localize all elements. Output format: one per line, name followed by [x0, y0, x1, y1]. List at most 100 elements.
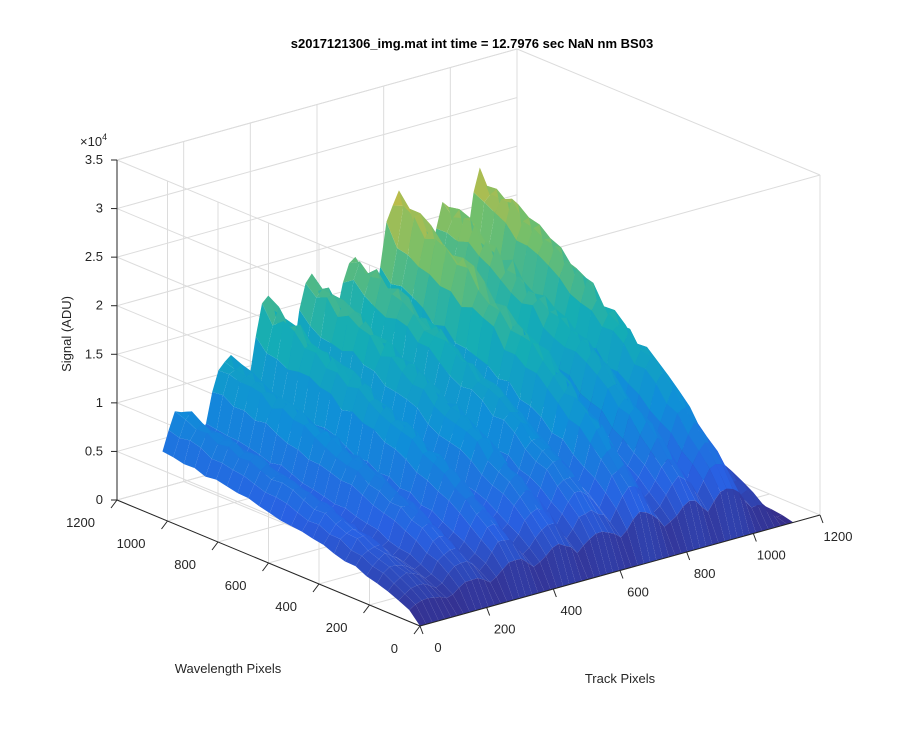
surface-patch — [357, 535, 375, 551]
surface-patch — [566, 529, 584, 554]
surface-patch — [259, 492, 276, 514]
surface-patch — [709, 464, 727, 492]
surface-patch — [420, 553, 438, 575]
surface-patch — [456, 548, 474, 565]
x-tick-mark — [419, 625, 424, 635]
surface-patch — [418, 574, 436, 588]
surface-patch — [720, 488, 738, 540]
surface-patch — [564, 545, 582, 583]
surface-patch — [426, 541, 444, 561]
grid-line — [116, 159, 421, 287]
surface-patch — [575, 339, 593, 363]
surface-patch — [672, 475, 690, 507]
surface-patch — [190, 429, 208, 448]
z-tick-label: 2.5 — [85, 249, 103, 264]
surface-patch — [618, 464, 635, 487]
surface-patch — [319, 447, 337, 473]
surface-patch — [497, 419, 515, 455]
surface-patch — [356, 423, 374, 462]
surface-patch — [493, 398, 511, 420]
z-tick-label: 0.5 — [85, 443, 103, 458]
z-tick-label: 3.5 — [85, 152, 103, 167]
surface-patch — [428, 523, 446, 537]
surface-patch — [667, 458, 685, 480]
surface-patch — [405, 519, 423, 541]
grid-line — [116, 48, 518, 161]
surface-patch — [415, 600, 433, 625]
surface-patch — [255, 303, 273, 354]
surface-patch — [382, 540, 400, 556]
surface-patch — [586, 494, 604, 516]
surface-patch — [313, 464, 331, 497]
surface-patch — [282, 478, 300, 491]
surface-patch — [509, 475, 527, 497]
surface-patch — [390, 492, 408, 507]
surface-patch — [403, 554, 421, 570]
surface-patch — [518, 520, 536, 548]
surface-patch — [456, 354, 474, 365]
surface-patch — [558, 393, 576, 420]
surface-patch — [340, 533, 358, 551]
surface-patch — [644, 451, 662, 481]
surface-patch — [472, 290, 490, 318]
surface-patch — [265, 479, 283, 498]
surface-patch — [546, 547, 564, 589]
y-tick-label: 1000 — [117, 536, 146, 551]
surface-patch — [504, 330, 522, 355]
surface-patch — [558, 347, 576, 376]
surface-patch — [489, 246, 507, 280]
surface-patch — [503, 481, 521, 506]
surface-patch — [620, 530, 638, 568]
surface-patch — [502, 562, 520, 601]
surface-patch — [444, 467, 462, 489]
surface-patch — [516, 546, 534, 567]
grid-line — [116, 97, 518, 210]
surface-patch — [371, 529, 389, 547]
surface-patch — [580, 362, 598, 403]
surface-patch — [427, 463, 445, 492]
surface-patch — [686, 464, 704, 495]
surface-patch — [233, 457, 251, 476]
surface-patch — [599, 492, 617, 523]
surface-patch — [551, 486, 569, 514]
surface-patch — [400, 505, 418, 520]
surface-patch — [399, 530, 417, 555]
surface-patch — [324, 472, 342, 504]
surface-patch — [483, 304, 500, 327]
surface-patch — [661, 458, 679, 485]
surface-patch — [580, 278, 598, 311]
surface-patch — [638, 464, 656, 493]
surface-patch — [347, 458, 365, 472]
surface-patch — [542, 447, 560, 463]
surface-patch — [315, 432, 332, 448]
surface-patch — [616, 495, 634, 531]
surface-patch — [468, 553, 486, 571]
surface-patch — [276, 408, 294, 444]
surface-patch — [325, 509, 343, 525]
surface-patch — [427, 597, 445, 621]
surface-patch — [479, 563, 497, 583]
surface-patch — [370, 269, 388, 289]
surface-patch — [250, 381, 268, 393]
surface-patch — [266, 320, 284, 360]
x-tick-mark — [752, 533, 757, 542]
surface-patch — [476, 317, 494, 366]
surface-patch — [740, 490, 758, 508]
surface-patch — [655, 466, 673, 495]
surface-patch — [421, 480, 439, 511]
surface-patch — [596, 426, 614, 452]
surface-patch — [173, 437, 191, 465]
surface-patch — [445, 407, 463, 425]
surface-patch — [394, 506, 412, 531]
surface-patch — [222, 374, 240, 407]
surface-patch — [435, 582, 453, 599]
y-tick-mark — [363, 604, 370, 614]
surface-patch — [374, 473, 392, 487]
surface-patch — [429, 585, 447, 599]
y-tick-label: 800 — [174, 557, 196, 572]
surface-patch — [361, 550, 379, 567]
surface-patch — [259, 422, 277, 463]
y-tick-mark — [161, 520, 168, 530]
surface-patch — [366, 566, 384, 584]
surface-patch — [423, 274, 441, 325]
